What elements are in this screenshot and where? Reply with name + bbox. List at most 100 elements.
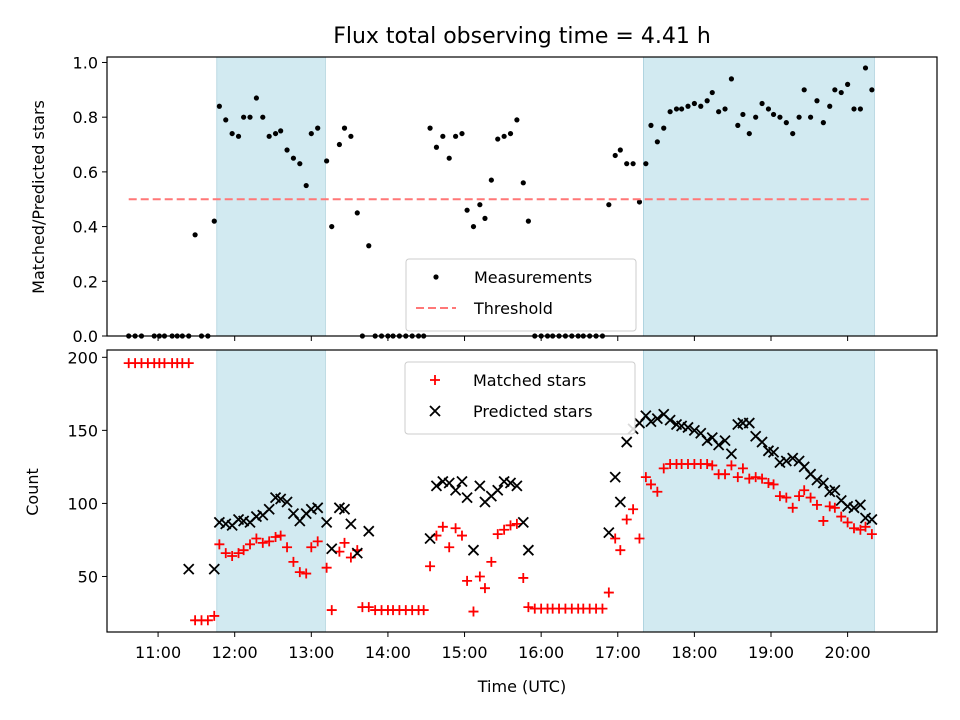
data-point xyxy=(366,243,372,249)
data-point xyxy=(235,133,242,139)
data-point xyxy=(606,202,612,208)
y-tick-label: 1.0 xyxy=(73,53,98,72)
data-point xyxy=(781,492,792,503)
x-tick-label: 11:00 xyxy=(135,643,181,662)
data-point xyxy=(630,161,636,167)
data-point xyxy=(673,106,680,112)
data-point xyxy=(209,610,220,621)
data-point xyxy=(645,415,657,428)
data-point xyxy=(348,133,354,139)
legend-box xyxy=(405,258,637,332)
data-point xyxy=(518,572,529,583)
data-point xyxy=(621,514,632,525)
x-tick-label: 12:00 xyxy=(212,643,258,662)
data-point xyxy=(467,544,480,556)
data-point xyxy=(701,434,713,447)
data-point xyxy=(474,480,486,492)
data-point xyxy=(811,474,823,486)
data-point xyxy=(716,109,722,115)
data-point xyxy=(832,87,838,93)
data-point xyxy=(634,533,645,544)
data-point xyxy=(425,561,436,572)
data-point xyxy=(214,539,225,550)
data-point xyxy=(787,452,799,464)
y-tick-label: 0.0 xyxy=(73,327,98,346)
data-point xyxy=(801,87,807,93)
data-point xyxy=(520,180,526,186)
data-point xyxy=(523,602,534,613)
data-point xyxy=(735,122,741,128)
top-axis-ticks: 0.0 0.2 0.4 0.6 0.8 1.0 xyxy=(73,53,849,346)
data-point xyxy=(495,136,501,142)
data-point xyxy=(220,548,231,559)
data-point xyxy=(759,100,765,107)
data-point xyxy=(707,460,718,471)
data-point xyxy=(603,587,614,598)
data-point xyxy=(643,161,649,167)
data-point xyxy=(482,215,488,221)
data-point xyxy=(628,504,639,515)
data-point xyxy=(658,463,669,474)
data-point xyxy=(282,542,293,553)
data-point xyxy=(281,496,293,508)
data-point xyxy=(664,414,676,426)
data-point xyxy=(492,529,503,540)
data-point xyxy=(363,602,374,613)
data-point xyxy=(345,552,356,563)
data-point xyxy=(799,485,810,496)
data-point xyxy=(233,548,244,559)
data-point xyxy=(270,532,281,543)
series-measurements xyxy=(126,65,875,339)
data-point xyxy=(750,472,761,483)
data-point xyxy=(737,463,748,474)
y-tick-label: 0.8 xyxy=(73,108,98,127)
data-point xyxy=(597,603,608,614)
data-point xyxy=(624,161,630,167)
data-point xyxy=(437,521,448,532)
data-point xyxy=(433,144,440,150)
series-predicted-stars xyxy=(183,408,878,575)
shaded-interval-2 xyxy=(643,56,875,337)
data-point xyxy=(329,223,335,230)
data-point xyxy=(446,155,452,161)
x-tick-label: 15:00 xyxy=(441,643,487,662)
data-point xyxy=(848,502,860,514)
legend-marker xyxy=(430,375,440,385)
data-point xyxy=(272,130,279,137)
data-point xyxy=(338,503,351,515)
data-point xyxy=(744,473,755,484)
data-point xyxy=(845,81,851,87)
data-point xyxy=(263,503,275,515)
data-point xyxy=(479,583,490,594)
data-point xyxy=(722,106,728,112)
data-point xyxy=(525,218,531,224)
data-point xyxy=(866,529,877,540)
data-point xyxy=(517,516,529,529)
data-point xyxy=(709,89,715,96)
x-tick-label: 18:00 xyxy=(671,643,717,662)
data-point xyxy=(418,605,429,616)
data-point xyxy=(345,518,357,530)
series-matched-stars xyxy=(123,358,877,626)
data-point xyxy=(308,130,314,137)
data-point xyxy=(836,511,847,522)
data-point xyxy=(202,615,213,626)
top-legend: Measurements Threshold xyxy=(405,258,637,332)
data-point xyxy=(661,125,667,131)
legend-label: Predicted stars xyxy=(473,402,593,421)
ratio-panel: 0.0 0.2 0.4 0.6 0.8 1.0 Matched/Predicted sta… xyxy=(29,53,938,346)
data-point xyxy=(842,517,853,528)
data-point xyxy=(486,556,497,567)
data-point xyxy=(511,518,522,529)
data-point xyxy=(504,477,517,489)
data-point xyxy=(869,87,875,93)
data-point xyxy=(488,177,494,183)
data-point xyxy=(251,533,262,544)
bottom-legend: Matched stars Predicted stars xyxy=(404,361,636,435)
data-point xyxy=(511,480,523,492)
x-tick-label: 16:00 xyxy=(518,643,564,662)
y-tick-label: 0.4 xyxy=(73,218,98,237)
data-point xyxy=(275,493,287,505)
data-point xyxy=(306,542,317,553)
data-point xyxy=(617,147,623,153)
